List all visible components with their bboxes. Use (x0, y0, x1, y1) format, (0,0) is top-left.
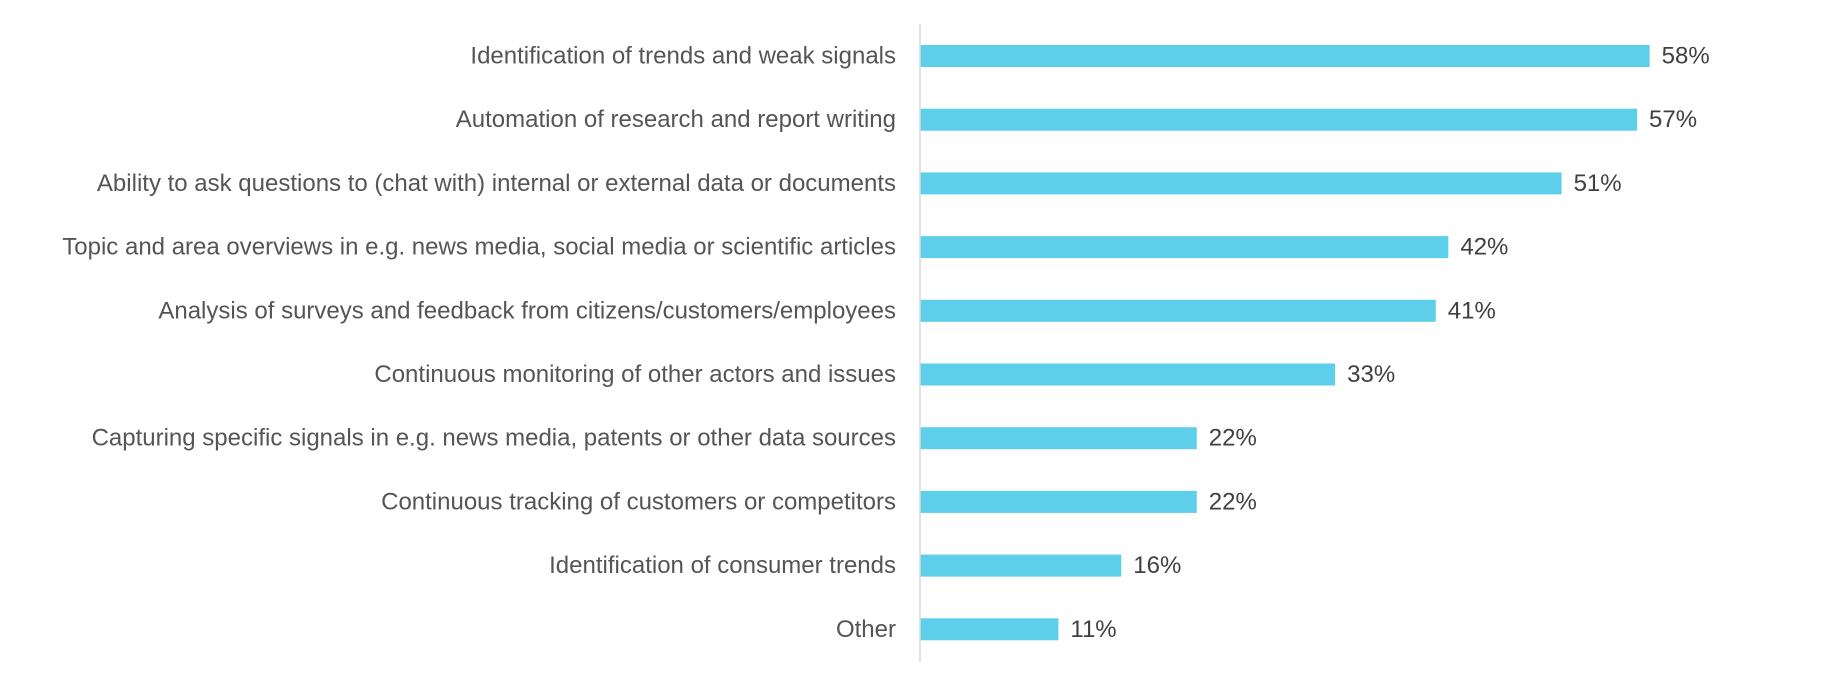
category-label: Ability to ask questions to (chat with) … (97, 170, 896, 197)
bar (920, 172, 1562, 195)
category-label: Automation of research and report writin… (456, 106, 896, 133)
value-label: 42% (1460, 234, 1508, 261)
category-label: Identification of trends and weak signal… (470, 43, 896, 70)
value-label: 58% (1662, 43, 1710, 70)
bar (920, 108, 1638, 131)
bar (920, 618, 1059, 641)
value-label: 33% (1347, 361, 1395, 388)
bar (920, 427, 1197, 450)
category-label: Other (836, 616, 896, 643)
bar (920, 45, 1650, 67)
bar (920, 490, 1197, 513)
value-label: 16% (1133, 552, 1181, 579)
category-labels: Identification of trends and weak signal… (62, 43, 896, 643)
value-label: 22% (1209, 488, 1257, 515)
bar (920, 363, 1336, 386)
category-label: Analysis of surveys and feedback from ci… (158, 297, 896, 324)
value-label: 41% (1448, 297, 1496, 324)
value-label: 22% (1209, 425, 1257, 452)
category-label: Capturing specific signals in e.g. news … (92, 425, 896, 452)
category-label: Identification of consumer trends (549, 552, 896, 579)
bar (920, 299, 1436, 322)
category-label: Continuous tracking of customers or comp… (381, 488, 896, 515)
category-label: Topic and area overviews in e.g. news me… (62, 234, 896, 261)
bar (920, 554, 1122, 577)
value-labels: 58% 57% 51% 42% 41% 33% 22% 22% 16% 11% (1070, 43, 1709, 643)
category-label: Continuous monitoring of other actors an… (374, 361, 896, 388)
bars (920, 45, 1650, 641)
value-label: 57% (1649, 106, 1697, 133)
value-label: 11% (1070, 616, 1116, 643)
bar (920, 236, 1449, 259)
value-label: 51% (1574, 170, 1622, 197)
